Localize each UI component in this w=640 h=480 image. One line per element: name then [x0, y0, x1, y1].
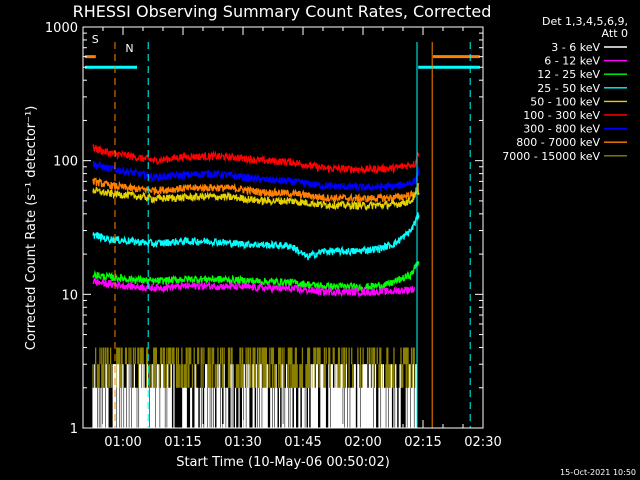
y-tick-label: 1	[70, 422, 78, 437]
legend-entry-label: 50 - 100 keV	[530, 95, 600, 108]
x-tick-label: 01:30	[224, 435, 261, 450]
x-tick-label: 01:15	[164, 435, 201, 450]
legend-header-attenuator: Att 0	[602, 27, 628, 40]
x-tick-label: 01:45	[284, 435, 321, 450]
legend-entry-label: 800 - 7000 keV	[516, 136, 600, 149]
annotation-lines: SN	[92, 33, 471, 428]
series-25-50-kev-line	[92, 212, 420, 261]
x-axis-ticks: 01:00 01:15 01:30 01:45 02:00 02:15 02:30	[102, 27, 502, 450]
timestamp: 15-Oct-2021 10:50	[560, 468, 636, 477]
night-label: N	[125, 42, 133, 55]
band-markers	[85, 55, 480, 69]
legend-entry-label: 12 - 25 keV	[537, 68, 600, 81]
legend-header-detectors: Det 1,3,4,5,6,9,	[542, 15, 628, 28]
y-tick-label: 10	[61, 288, 78, 303]
series-100-300-kev-line	[92, 144, 420, 175]
series-300-800-kev-line	[92, 160, 420, 192]
y-axis-ticks: 1 10 100 1000	[45, 21, 483, 437]
legend-entry-label: 6 - 12 keV	[544, 55, 600, 68]
x-tick-label: 02:00	[344, 435, 381, 450]
y-tick-label: 1000	[45, 21, 78, 36]
legend-entry-label: 7000 - 15000 keV	[502, 150, 600, 163]
legend-entry-label: 300 - 800 keV	[523, 123, 600, 136]
x-axis-label: Start Time (10-May-06 00:50:02)	[176, 455, 390, 470]
legend-entry-label: 3 - 6 keV	[551, 41, 600, 54]
x-tick-label: 02:15	[404, 435, 441, 450]
saa-label: S	[92, 33, 99, 46]
chart-title: RHESSI Observing Summary Count Rates, Co…	[73, 2, 492, 21]
legend-entry-label: 100 - 300 keV	[523, 109, 600, 122]
series-6-12-kev-line	[92, 277, 416, 298]
y-tick-label: 100	[53, 155, 78, 170]
y-axis-label: Corrected Count Rate (s⁻¹ detector⁻¹)	[24, 106, 39, 351]
x-tick-label: 02:30	[464, 435, 501, 450]
legend-entry-label: 25 - 50 keV	[537, 82, 600, 95]
series-50-100-kev-line	[92, 186, 420, 211]
series-800-7000-kev-line	[92, 177, 420, 205]
x-tick-label: 01:00	[104, 435, 141, 450]
